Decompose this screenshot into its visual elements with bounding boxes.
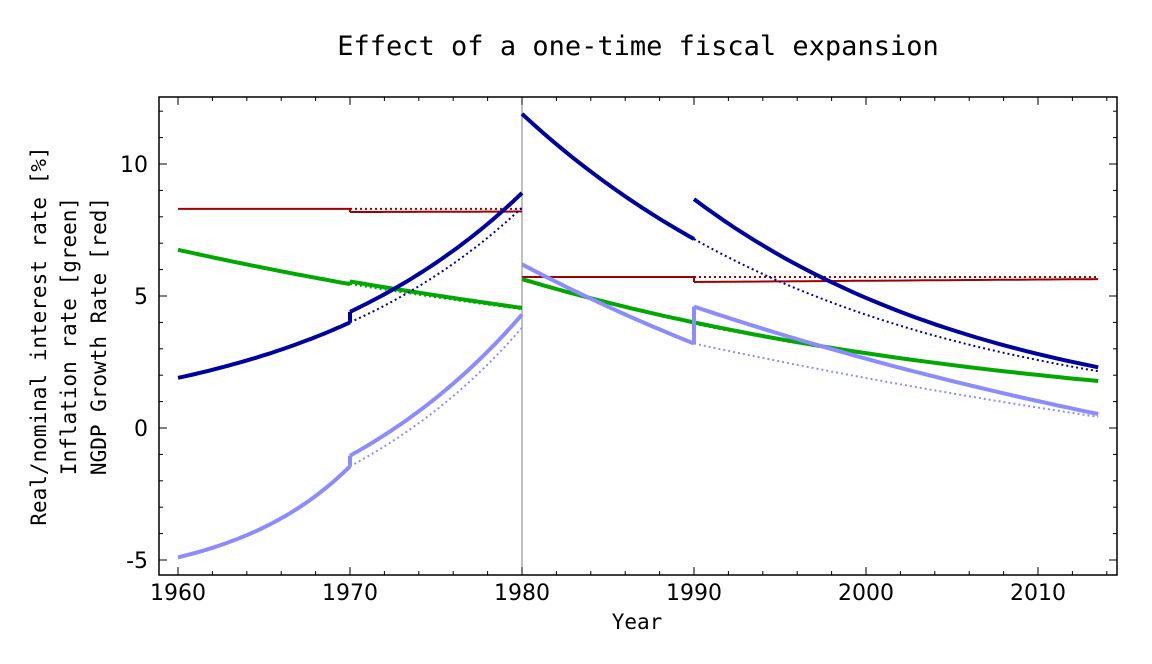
series-real-interest-rate (177, 262, 1099, 560)
series-ngdp-growth-rate-baseline (350, 207, 1099, 278)
y-axis-label-line-1: Real/nominal interest rate [%] (27, 146, 51, 525)
x-tick-label: 1970 (322, 581, 378, 606)
x-tick-label: 2010 (1010, 581, 1066, 606)
y-axis-label-line-2: Inflation rate [green] (57, 197, 81, 475)
series-inflation-rate-baseline (349, 283, 1099, 383)
series-nominal-interest-rate-baseline (349, 206, 1099, 373)
chart-title: Effect of a one-time fiscal expansion (337, 31, 938, 62)
x-tick-label: 1980 (494, 581, 550, 606)
x-tick-label: 1990 (666, 581, 722, 606)
y-axis-label: Real/nominal interest rate [%] Inflation… (27, 146, 111, 525)
series-inflation-rate (177, 247, 1099, 383)
x-tick-label: 2000 (838, 581, 894, 606)
y-tick-label: 10 (120, 153, 148, 178)
series-nominal-interest-rate (177, 112, 1099, 380)
y-axis-label-line-3: NGDP Growth Rate [red] (87, 197, 111, 475)
y-tick-label: 0 (134, 417, 148, 442)
plot-frame (158, 96, 1118, 576)
x-tick-label: 1960 (150, 581, 206, 606)
y-tick-label: -5 (126, 549, 148, 574)
plot-series (177, 97, 1099, 575)
y-tick-label: 5 (134, 285, 148, 310)
axis-ticks: 1960 1970 1980 1990 2000 2010 -5 0 5 10 (120, 97, 1117, 606)
series-real-interest-rate-baseline (349, 327, 1099, 468)
x-axis-label: Year (612, 610, 663, 634)
series-ngdp-growth-rate (178, 207, 1099, 283)
